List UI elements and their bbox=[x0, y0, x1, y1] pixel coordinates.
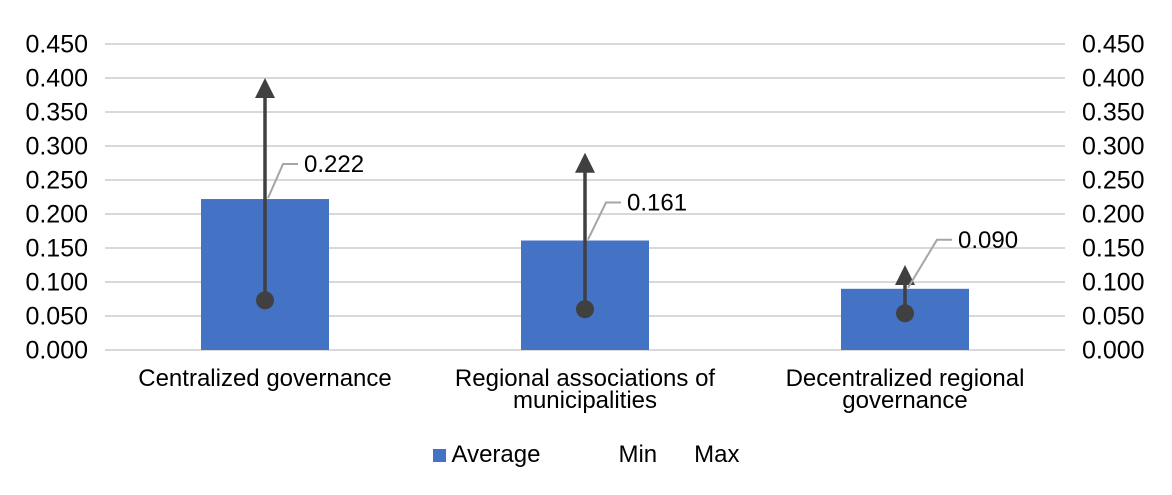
y-axis-label-left: 0.200 bbox=[25, 201, 88, 229]
y-axis-label-left: 0.050 bbox=[25, 303, 88, 331]
y-axis-label-right: 0.200 bbox=[1082, 201, 1145, 229]
y-axis-label-right: 0.450 bbox=[1082, 31, 1145, 59]
legend-label-average: Average bbox=[451, 441, 541, 468]
average-swatch-icon bbox=[432, 448, 446, 462]
category-label: Regional associations of bbox=[455, 365, 715, 392]
y-axis-label-left: 0.100 bbox=[25, 269, 88, 297]
category-label: Centralized governance bbox=[138, 365, 392, 392]
y-axis-label-left: 0.400 bbox=[25, 65, 88, 93]
y-axis-label-left: 0.300 bbox=[25, 133, 88, 161]
legend-label-max: Max bbox=[694, 441, 740, 468]
data-label: 0.161 bbox=[627, 190, 687, 217]
leader-line bbox=[907, 238, 952, 289]
y-axis-label-right: 0.300 bbox=[1082, 133, 1145, 161]
category-label: municipalities bbox=[513, 387, 657, 414]
category-label: Decentralized regional bbox=[786, 365, 1025, 392]
max-arrow-icon bbox=[575, 152, 595, 173]
legend-item-min: Min bbox=[618, 442, 657, 468]
data-label: 0.090 bbox=[958, 227, 1018, 254]
max-arrow-icon bbox=[255, 78, 275, 98]
leader-line bbox=[587, 201, 621, 240]
y-axis-label-right: 0.400 bbox=[1082, 65, 1145, 93]
legend-item-max: Max bbox=[694, 442, 739, 468]
y-axis-label-right: 0.050 bbox=[1082, 303, 1145, 331]
y-axis-label-left: 0.450 bbox=[25, 31, 88, 59]
y-axis-label-right: 0.250 bbox=[1082, 167, 1145, 195]
y-axis-label-right: 0.100 bbox=[1082, 269, 1145, 297]
legend-label-min: Min bbox=[618, 441, 658, 468]
leader-line bbox=[267, 163, 298, 199]
y-axis-label-left: 0.350 bbox=[25, 99, 88, 127]
min-dot-icon bbox=[576, 300, 594, 319]
y-axis-label-right: 0.000 bbox=[1082, 337, 1145, 365]
y-axis-label-right: 0.150 bbox=[1082, 235, 1145, 263]
y-axis-label-left: 0.250 bbox=[25, 167, 88, 195]
data-label: 0.222 bbox=[304, 151, 364, 178]
y-axis-label-left: 0.150 bbox=[25, 235, 88, 263]
y-axis-label-left: 0.000 bbox=[25, 337, 88, 365]
bar-chart-svg: 0.450 0.450 0.400 0.400 0.350 0.350 0.300 0.300… bbox=[25, 31, 1145, 415]
chart-legend: Average Min Max bbox=[0, 442, 1172, 468]
category-label: governance bbox=[842, 387, 967, 414]
max-arrow-icon bbox=[895, 265, 915, 285]
min-dot-icon bbox=[896, 304, 914, 323]
legend-item-average: Average bbox=[432, 441, 541, 468]
y-axis-label-right: 0.350 bbox=[1082, 99, 1145, 127]
min-dot-icon bbox=[256, 291, 274, 310]
